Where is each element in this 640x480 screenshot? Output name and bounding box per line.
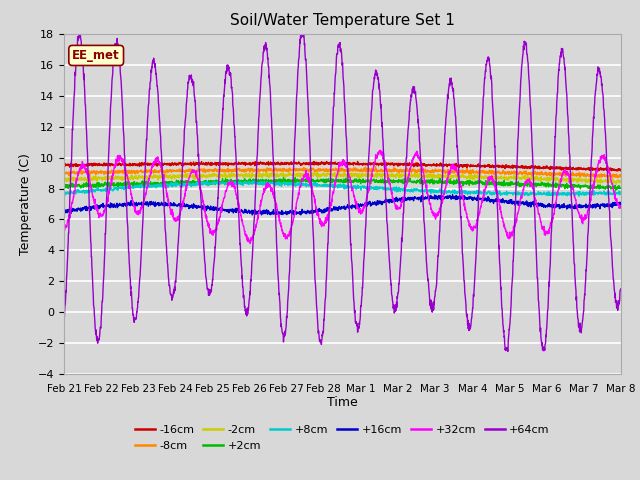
+2cm <box>617 185 625 191</box>
X-axis label: Time: Time <box>327 396 358 408</box>
-2cm <box>314 169 321 175</box>
+8cm <box>499 191 506 196</box>
+32cm <box>602 158 609 164</box>
+16cm <box>88 204 96 210</box>
+16cm <box>617 201 625 206</box>
-16cm <box>354 158 362 164</box>
+16cm <box>248 212 256 218</box>
+64cm <box>499 317 506 323</box>
+16cm <box>316 208 324 214</box>
Line: +16cm: +16cm <box>64 195 621 215</box>
+32cm <box>601 155 609 160</box>
Line: +32cm: +32cm <box>64 150 621 243</box>
-2cm <box>331 170 339 176</box>
+8cm <box>602 192 609 198</box>
+32cm <box>246 240 254 246</box>
+8cm <box>331 184 339 190</box>
+2cm <box>331 179 339 184</box>
-8cm <box>548 175 556 180</box>
+8cm <box>601 191 609 197</box>
-8cm <box>60 171 68 177</box>
-8cm <box>88 169 96 175</box>
+64cm <box>60 321 68 327</box>
-2cm <box>601 178 609 184</box>
-8cm <box>601 172 609 178</box>
Line: -8cm: -8cm <box>64 167 621 178</box>
-8cm <box>617 174 625 180</box>
-2cm <box>60 176 68 181</box>
+2cm <box>60 181 68 187</box>
+16cm <box>449 192 456 198</box>
+16cm <box>602 204 609 210</box>
+32cm <box>331 181 339 187</box>
+2cm <box>601 185 609 191</box>
-16cm <box>331 161 339 167</box>
-8cm <box>316 166 324 171</box>
Line: +2cm: +2cm <box>64 178 621 190</box>
-2cm <box>617 179 625 184</box>
-16cm <box>88 163 96 169</box>
+16cm <box>60 209 68 215</box>
+64cm <box>617 286 625 292</box>
Line: -2cm: -2cm <box>64 172 621 184</box>
+32cm <box>499 218 507 224</box>
Line: +64cm: +64cm <box>64 31 621 351</box>
-16cm <box>601 166 609 172</box>
+64cm <box>504 348 511 354</box>
-2cm <box>316 171 324 177</box>
-2cm <box>612 181 620 187</box>
-2cm <box>88 177 96 183</box>
+8cm <box>316 182 324 188</box>
+8cm <box>211 178 218 184</box>
+64cm <box>331 78 339 84</box>
+2cm <box>88 182 96 188</box>
+64cm <box>601 124 609 130</box>
+2cm <box>612 187 620 193</box>
-8cm <box>499 170 506 176</box>
+64cm <box>298 28 305 34</box>
Title: Soil/Water Temperature Set 1: Soil/Water Temperature Set 1 <box>230 13 455 28</box>
-16cm <box>617 168 625 174</box>
+16cm <box>601 202 609 207</box>
+32cm <box>617 205 625 211</box>
Y-axis label: Temperature (C): Temperature (C) <box>19 153 32 255</box>
+64cm <box>88 275 96 280</box>
-16cm <box>601 166 609 171</box>
-16cm <box>604 168 612 174</box>
+32cm <box>60 225 68 230</box>
+32cm <box>88 192 96 197</box>
-2cm <box>499 175 506 180</box>
-16cm <box>499 163 506 169</box>
-16cm <box>60 161 68 167</box>
Text: EE_met: EE_met <box>72 49 120 62</box>
+32cm <box>316 216 324 222</box>
+16cm <box>499 197 507 203</box>
+64cm <box>316 339 324 345</box>
Legend: -16cm, -8cm, -2cm, +2cm, +8cm, +16cm, +32cm, +64cm: -16cm, -8cm, -2cm, +2cm, +8cm, +16cm, +3… <box>131 421 554 456</box>
+2cm <box>316 177 324 183</box>
+16cm <box>331 207 339 213</box>
+64cm <box>602 128 609 134</box>
-8cm <box>602 173 609 179</box>
-8cm <box>372 164 380 169</box>
+2cm <box>601 184 609 190</box>
-2cm <box>601 179 609 184</box>
Line: +8cm: +8cm <box>64 181 621 196</box>
-16cm <box>316 161 324 167</box>
Line: -16cm: -16cm <box>64 161 621 171</box>
-8cm <box>331 167 339 173</box>
+8cm <box>575 193 583 199</box>
+8cm <box>617 189 625 195</box>
+2cm <box>499 180 506 185</box>
+2cm <box>291 175 299 180</box>
+8cm <box>60 189 68 195</box>
+8cm <box>88 186 96 192</box>
+32cm <box>376 147 384 153</box>
